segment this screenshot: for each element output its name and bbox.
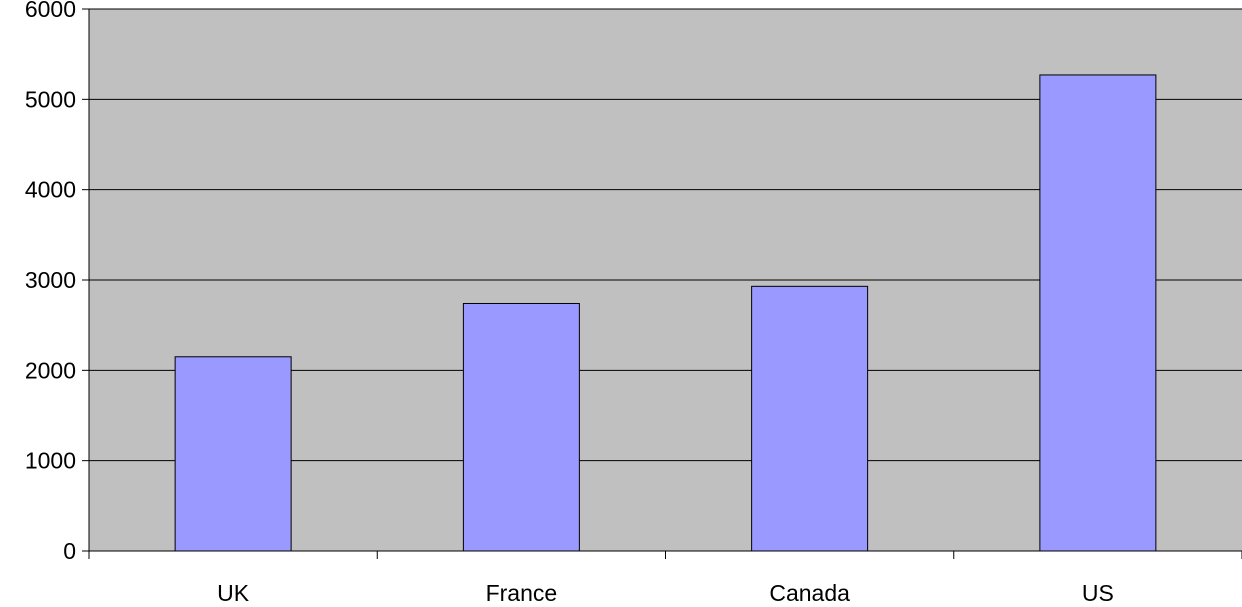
y-tick-label: 0 <box>63 538 76 564</box>
bar-us <box>1039 74 1157 552</box>
x-tick-labels: UK France Canada US <box>88 551 1242 606</box>
x-tick-label: US <box>1082 580 1114 606</box>
y-tick-label: 4000 <box>25 177 76 203</box>
y-tick-label: 2000 <box>25 357 76 383</box>
y-tick-label: 3000 <box>25 267 76 293</box>
x-tick-label: Canada <box>769 580 850 606</box>
y-tick-label: 1000 <box>25 448 76 474</box>
y-tick-labels: 0 1000 2000 3000 4000 5000 6000 <box>25 0 89 564</box>
bar-canada <box>751 285 869 552</box>
x-tick-label: UK <box>217 580 250 606</box>
x-tick-label: France <box>486 580 558 606</box>
y-tick-label: 6000 <box>25 0 76 22</box>
y-tick-label: 5000 <box>25 86 76 112</box>
bars <box>174 74 1157 552</box>
bar-uk <box>174 356 292 552</box>
bar-france <box>462 302 580 552</box>
